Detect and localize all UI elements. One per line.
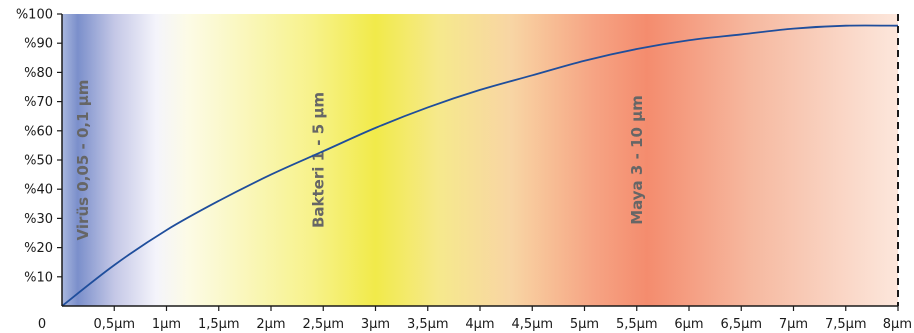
y-axis-ticks: %10 %20 %30 %40 %50 %60 %70 %80 %90 %100 [16, 8, 62, 285]
y-tick-label: %60 [24, 124, 53, 139]
x-tick-label: 1,5µm [198, 317, 240, 332]
x-tick-label: 6,5µm [720, 317, 762, 332]
x-tick-label: 3µm [361, 317, 390, 332]
y-tick-label: %10 [24, 270, 53, 285]
y-tick-label: %70 [24, 95, 53, 110]
x-tick-label: 2,5µm [302, 317, 344, 332]
y-tick-label: %50 [24, 154, 53, 169]
series-layer [61, 24, 899, 307]
y-tick-label: %40 [24, 183, 53, 198]
y-tick-label: %20 [24, 241, 53, 256]
x-tick-label: 0,5µm [93, 317, 135, 332]
x-tick-label: 7µm [779, 317, 808, 332]
x-tick-label: 1µm [152, 317, 181, 332]
x-tick-label: 0 [38, 317, 46, 332]
y-tick-label: %100 [16, 8, 53, 23]
x-tick-label: 4,5µm [511, 317, 553, 332]
x-axis-ticks: 0 0,5µm 1µm 1,5µm 2µm 2,5µm 3µm 3,5µm 4µm 4,5µm 5µ… [38, 306, 912, 332]
plot-background [62, 14, 898, 306]
x-tick-label: 3,5µm [407, 317, 449, 332]
band-label: Virüs 0,05 - 0,1 µm [74, 80, 92, 241]
x-tick-label: 8µm [883, 317, 912, 332]
y-tick-label: %30 [24, 212, 53, 227]
band-label: Bakteri 1 - 5 µm [309, 92, 327, 228]
x-tick-label: 4µm [465, 317, 494, 332]
band-labels: Virüs 0,05 - 0,1 µm Bakteri 1 - 5 µm Maya … [74, 80, 646, 241]
band-label: Maya 3 - 10 µm [628, 95, 646, 225]
x-tick-label: 6µm [674, 317, 703, 332]
series-line [61, 24, 899, 307]
x-tick-label: 5µm [570, 317, 599, 332]
x-tick-label: 2µm [256, 317, 285, 332]
x-tick-label: 5,5µm [616, 317, 658, 332]
x-tick-label: 7,5µm [825, 317, 867, 332]
y-tick-label: %80 [24, 66, 53, 81]
y-tick-label: %90 [24, 37, 53, 52]
